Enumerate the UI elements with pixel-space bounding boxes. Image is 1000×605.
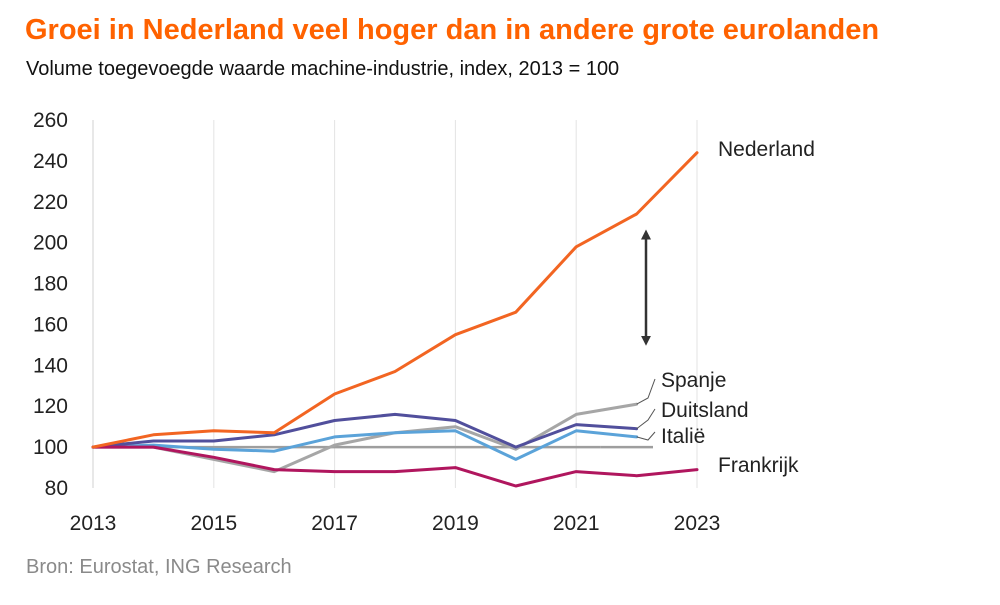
leader-line-spanje [636,378,656,405]
series-label-nederland: Nederland [718,138,815,161]
y-tick-label-200: 200 [33,232,68,255]
x-tick-label-2021: 2021 [553,512,600,535]
x-tick-label-2023: 2023 [674,512,721,535]
x-tick-label-2017: 2017 [311,512,358,535]
leader-line-duitsland [636,408,656,430]
series-label-spanje: Spanje [661,369,726,392]
chart-subtitle: Volume toegevoegde waarde machine-indust… [26,58,620,80]
series-line-frankrijk [91,445,699,488]
x-tick-label-2015: 2015 [190,512,237,535]
series-label-frankrijk: Frankrijk [718,454,799,477]
series-label-itali: Italië [661,425,705,448]
x-tick-label-2019: 2019 [432,512,479,535]
leader-line-itali [636,431,656,441]
x-tick-label-2013: 2013 [70,512,117,535]
y-tick-label-80: 80 [45,477,68,500]
y-tick-label-260: 260 [33,109,68,132]
y-tick-label-240: 240 [33,150,68,173]
series-line-itali [91,429,639,461]
series-line-spanje [91,402,639,474]
series-label-duitsland: Duitsland [661,399,749,422]
series-line-duitsland [91,412,639,449]
y-tick-label-180: 180 [33,273,68,296]
series-line-nederland [91,151,699,449]
y-tick-label-100: 100 [33,436,68,459]
y-tick-label-220: 220 [33,191,68,214]
y-tick-label-140: 140 [33,354,68,377]
source-note: Bron: Eurostat, ING Research [26,556,292,578]
chart-title: Groei in Nederland veel hoger dan in and… [25,14,880,46]
y-tick-label-120: 120 [33,395,68,418]
y-tick-label-160: 160 [33,313,68,336]
